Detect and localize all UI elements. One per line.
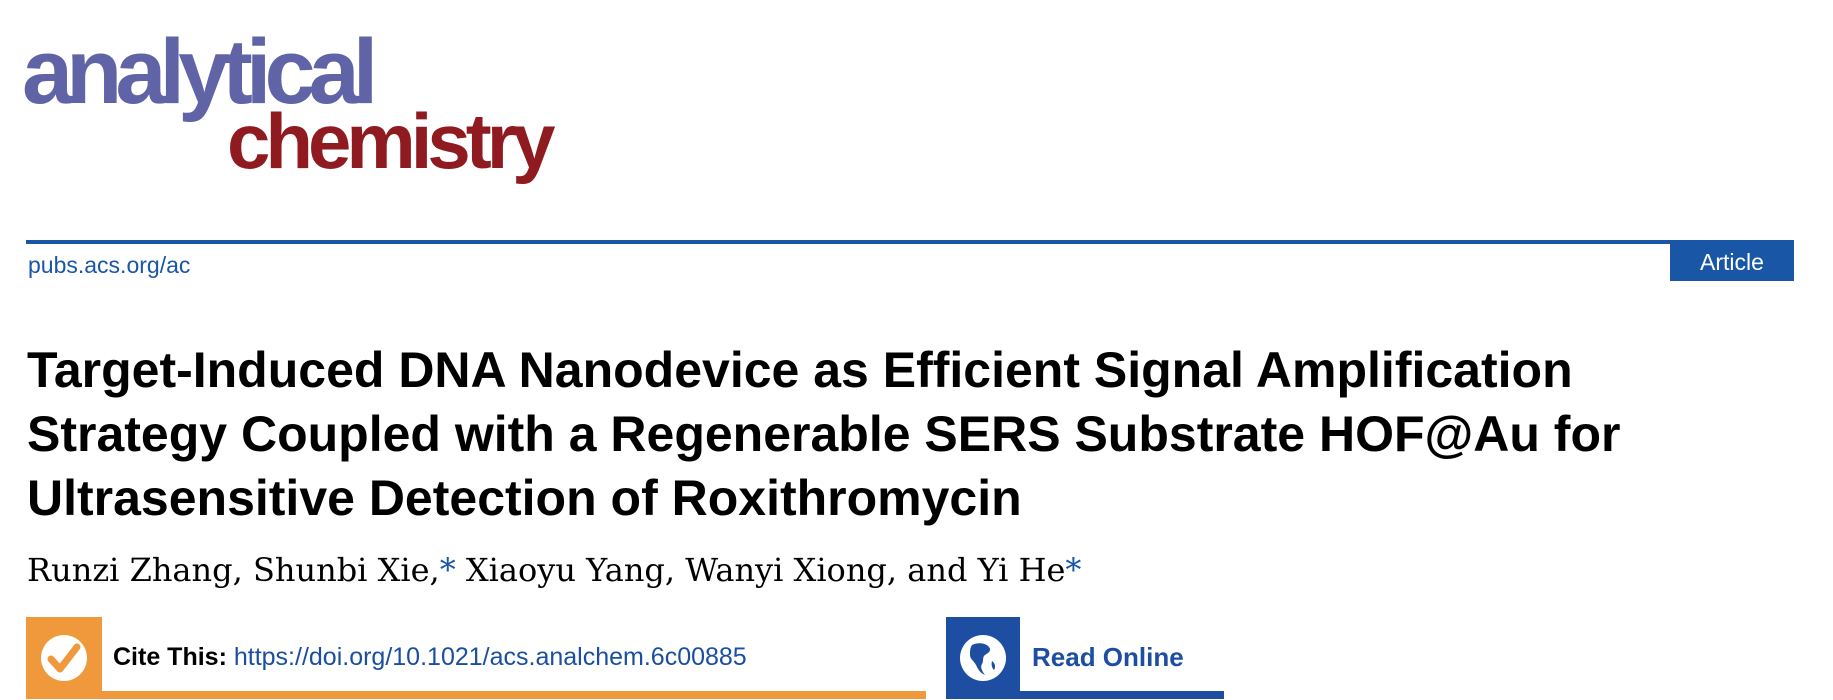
- corresponding-author-star[interactable]: *: [439, 551, 456, 589]
- author[interactable]: Wanyi Xiong, and: [685, 551, 968, 589]
- header-rule: [26, 240, 1794, 244]
- author-list: Runzi Zhang, Shunbi Xie,* Xiaoyu Yang, W…: [27, 548, 1081, 592]
- read-online-button[interactable]: Read Online: [946, 617, 1224, 699]
- doi-link[interactable]: https://doi.org/10.1021/acs.analchem.6c0…: [233, 643, 747, 671]
- author[interactable]: Runzi Zhang,: [27, 551, 243, 589]
- title-line: Ultrasensitive Detection of Roxithromyci…: [27, 470, 1022, 526]
- article-title: Target-Induced DNA Nanodevice as Efficie…: [27, 338, 1817, 530]
- journal-logo: analytical chemistry: [22, 21, 582, 185]
- author[interactable]: Yi He*: [977, 551, 1082, 589]
- corresponding-author-star[interactable]: *: [1065, 551, 1082, 589]
- author[interactable]: Xiaoyu Yang,: [465, 551, 676, 589]
- cite-label: Cite This:: [113, 643, 227, 671]
- author[interactable]: Shunbi Xie,*: [252, 551, 456, 589]
- check-circle-icon: [26, 617, 102, 699]
- title-line: Strategy Coupled with a Regenerable SERS…: [27, 406, 1621, 462]
- logo-analytical: analytical: [22, 21, 378, 123]
- title-line: Target-Induced DNA Nanodevice as Efficie…: [27, 342, 1573, 398]
- read-online-label[interactable]: Read Online: [1032, 642, 1184, 672]
- site-link[interactable]: pubs.acs.org/ac: [28, 252, 191, 278]
- cite-underline: [102, 691, 926, 699]
- read-online-underline: [1020, 691, 1224, 699]
- globe-icon: [946, 617, 1020, 699]
- cite-this-box: Cite This: https://doi.org/10.1021/acs.a…: [26, 617, 926, 699]
- logo-chemistry: chemistry: [227, 97, 556, 185]
- article-type-badge: Article: [1670, 244, 1794, 281]
